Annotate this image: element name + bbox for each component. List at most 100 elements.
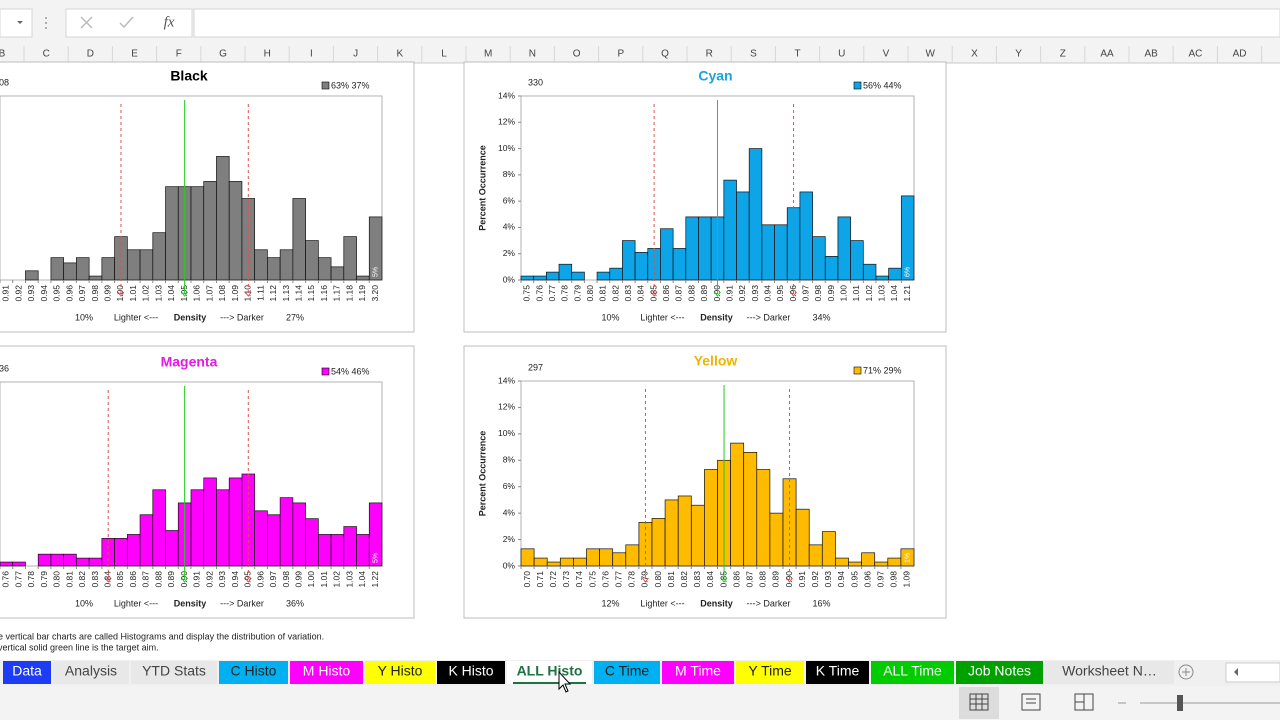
- column-header[interactable]: L: [441, 49, 447, 60]
- x-tick-label: 0.95: [52, 285, 62, 302]
- sheet-tab[interactable]: [131, 661, 217, 684]
- sheet-tab[interactable]: [662, 661, 734, 684]
- fx-icon[interactable]: fx: [164, 14, 175, 30]
- column-header[interactable]: W: [925, 49, 935, 60]
- sheet-tab[interactable]: [53, 661, 129, 684]
- column-header[interactable]: AD: [1233, 49, 1247, 60]
- footer-label: Lighter <---: [640, 598, 684, 608]
- sample-count: 08: [0, 77, 9, 87]
- x-tick-label: 0.99: [293, 571, 303, 588]
- bar: [190, 186, 205, 281]
- zoom-thumb[interactable]: [1177, 695, 1183, 711]
- sheet-tab[interactable]: [1045, 661, 1174, 684]
- column-header[interactable]: U: [838, 49, 845, 60]
- sheet-tab-label[interactable]: C Time: [605, 663, 650, 679]
- sheet-tab-label[interactable]: Data: [12, 663, 42, 679]
- normal-view-icon[interactable]: [969, 693, 989, 711]
- bar: [37, 553, 52, 567]
- scroll-left[interactable]: [1234, 668, 1238, 676]
- sheet-tab-label[interactable]: C Histo: [231, 663, 277, 679]
- bar: [887, 557, 902, 567]
- column-header[interactable]: F: [176, 49, 182, 60]
- bar: [685, 216, 699, 281]
- bar: [672, 248, 687, 281]
- sheet-tab-label[interactable]: Y Histo: [378, 663, 423, 679]
- sheet-tab-label[interactable]: K Histo: [448, 663, 493, 679]
- add-sheet-plus[interactable]: [1182, 668, 1190, 676]
- sheet-tab-label[interactable]: Job Notes: [968, 663, 1031, 679]
- sheet-tab[interactable]: [736, 661, 804, 684]
- column-header[interactable]: Q: [661, 49, 669, 60]
- x-tick-label: 0.94: [762, 285, 772, 302]
- normal-view-bg[interactable]: [959, 687, 999, 719]
- limit-arrow: [790, 291, 797, 297]
- enter-icon[interactable]: [119, 16, 134, 29]
- column-header[interactable]: G: [219, 49, 227, 60]
- x-tick-label: 0.89: [771, 571, 781, 588]
- column-header[interactable]: I: [310, 49, 313, 60]
- bar: [292, 502, 306, 567]
- sheet-tab[interactable]: [806, 661, 869, 684]
- column-header[interactable]: K: [396, 49, 403, 60]
- column-header[interactable]: X: [971, 49, 978, 60]
- sheet-tab-label[interactable]: ALL Histo: [517, 663, 583, 679]
- formula-input[interactable]: [193, 8, 1280, 38]
- column-header[interactable]: AA: [1100, 49, 1114, 60]
- x-tick-label: 0.98: [281, 571, 291, 588]
- sheet-tab[interactable]: [437, 661, 505, 684]
- bar: [203, 477, 217, 567]
- column-header[interactable]: AC: [1188, 49, 1202, 60]
- status-bar: [0, 686, 1280, 720]
- column-header[interactable]: D: [87, 49, 94, 60]
- column-header[interactable]: T: [795, 49, 801, 60]
- bar: [888, 267, 902, 281]
- column-header[interactable]: AB: [1145, 49, 1159, 60]
- sheet-tab-label[interactable]: YTD Stats: [142, 663, 206, 679]
- sheet-tab[interactable]: [507, 661, 592, 684]
- sheet-tab[interactable]: [871, 661, 954, 684]
- sheet-tab[interactable]: [3, 661, 51, 684]
- bar: [546, 271, 560, 281]
- sheet-tab-label[interactable]: M Time: [675, 663, 721, 679]
- column-header[interactable]: V: [883, 49, 890, 60]
- sheet-tab-label[interactable]: Worksheet N…: [1062, 663, 1157, 679]
- column-header[interactable]: O: [573, 49, 581, 60]
- column-header[interactable]: S: [750, 49, 757, 60]
- column-header[interactable]: B: [0, 49, 6, 60]
- column-header[interactable]: J: [353, 49, 358, 60]
- x-tick-label: 0.79: [640, 571, 650, 588]
- sheet-tab-label[interactable]: K Time: [816, 663, 860, 679]
- column-header[interactable]: H: [264, 49, 271, 60]
- x-tick-label: 0.79: [572, 285, 582, 302]
- y-tick-label: 8%: [503, 169, 516, 179]
- column-header[interactable]: M: [484, 49, 492, 60]
- column-header[interactable]: E: [131, 49, 138, 60]
- column-header[interactable]: Y: [1015, 49, 1022, 60]
- x-tick-label: 0.77: [13, 571, 23, 588]
- sheet-tab-label[interactable]: ALL Time: [883, 663, 942, 679]
- sheet-tab-label[interactable]: Analysis: [65, 663, 117, 679]
- sheet-tab[interactable]: [219, 661, 288, 684]
- sheet-tab[interactable]: [290, 661, 363, 684]
- column-header[interactable]: N: [529, 49, 536, 60]
- cancel-icon[interactable]: [80, 16, 93, 29]
- x-tick-label: 0.77: [547, 285, 557, 302]
- column-header[interactable]: C: [43, 49, 50, 60]
- x-tick-label: 1.13: [281, 285, 291, 302]
- sheet-tab[interactable]: [956, 661, 1043, 684]
- name-box[interactable]: [0, 8, 33, 38]
- sheet-tab-label[interactable]: Y Time: [748, 663, 792, 679]
- column-header[interactable]: P: [617, 49, 624, 60]
- page-break-icon[interactable]: [1074, 693, 1094, 711]
- add-sheet[interactable]: [1178, 664, 1194, 680]
- sheet-tab[interactable]: [594, 661, 660, 684]
- sheet-tab-label[interactable]: M Histo: [303, 663, 351, 679]
- x-tick-label: 1.21: [902, 285, 912, 302]
- sheet-tab[interactable]: [365, 661, 435, 684]
- x-tick-label: 1.10: [243, 285, 253, 302]
- name-box-arrow[interactable]: [17, 21, 23, 24]
- column-header[interactable]: Z: [1060, 49, 1066, 60]
- h-scroll[interactable]: [1225, 662, 1280, 683]
- page-layout-icon[interactable]: [1021, 693, 1041, 711]
- column-header[interactable]: R: [706, 49, 713, 60]
